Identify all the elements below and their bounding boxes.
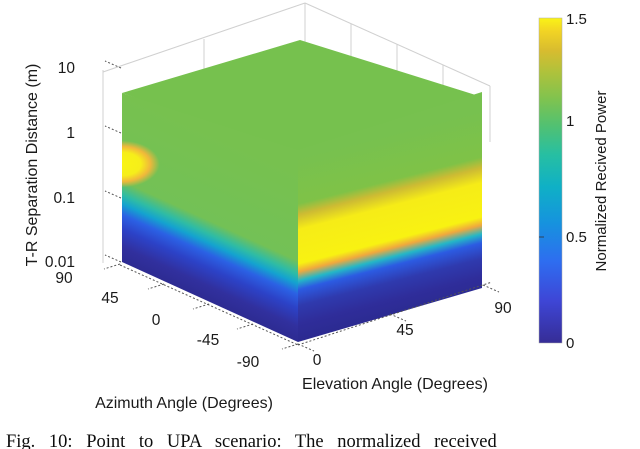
colorbar-tick-label: 0.5 (566, 229, 587, 246)
elevation-tick-label: 45 (396, 322, 413, 339)
axis-rulers (103, 60, 500, 352)
elevation-axis-label: Elevation Angle (Degrees) (302, 376, 488, 393)
z-tick-label: 10 (58, 60, 76, 77)
colorbar-tick-label: 1.5 (566, 11, 587, 28)
colorbar-axis-label: Normalized Recived Power (593, 91, 610, 272)
distance-axis-label: T-R Separation Distance (m) (24, 64, 41, 267)
surface-right-face (298, 92, 482, 342)
azimuth-tick-label: -45 (197, 332, 219, 349)
elevation-tick-label: 90 (494, 300, 512, 317)
z-tick-label: 0.1 (53, 190, 75, 207)
azimuth-tick-label: 0 (152, 312, 161, 329)
surface-hotspot (122, 134, 169, 194)
figure-caption: Fig. 10: Point to UPA scenario: The norm… (6, 432, 497, 449)
elevation-tick-label: 0 (313, 352, 322, 369)
azimuth-tick-label: -90 (237, 354, 260, 371)
azimuth-tick-label: 45 (101, 290, 118, 307)
z-tick-label: 1 (66, 125, 75, 142)
colorbar-tick-label: 0 (566, 335, 574, 352)
azimuth-tick-label: 90 (55, 270, 73, 287)
colorbar: 1.5 1 0.5 0 Normalized Recived Power (538, 11, 610, 352)
surface-top-face (122, 40, 482, 156)
azimuth-axis-label: Azimuth Angle (Degrees) (95, 395, 273, 412)
colorbar-gradient (538, 17, 563, 344)
surface (122, 40, 482, 342)
colorbar-tick-label: 1 (566, 113, 574, 130)
back-wall-grid (102, 2, 491, 263)
z-tick-label: 0.01 (45, 254, 75, 271)
